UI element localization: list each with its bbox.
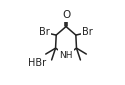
Text: HBr: HBr <box>28 58 47 68</box>
Text: Br: Br <box>82 27 93 37</box>
Text: O: O <box>62 10 70 20</box>
Text: Br: Br <box>39 27 50 37</box>
Text: NH: NH <box>59 51 73 60</box>
